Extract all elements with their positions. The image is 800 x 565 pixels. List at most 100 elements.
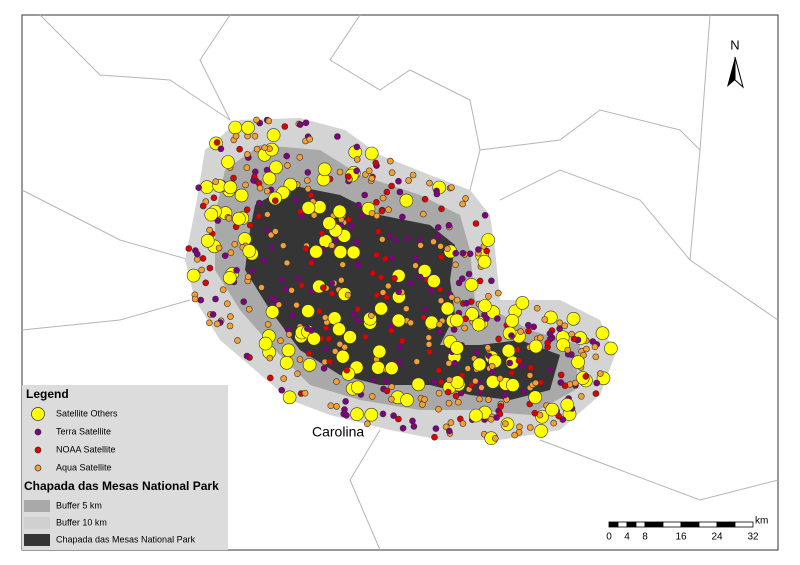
fire-point (233, 266, 240, 274)
fire-point (469, 408, 483, 423)
fire-point (505, 313, 520, 328)
fire-point (381, 255, 389, 263)
fire-point (511, 431, 519, 439)
fire-point (307, 192, 315, 199)
fire-point (409, 417, 416, 425)
fire-point (438, 205, 445, 213)
fire-point (221, 252, 229, 259)
fire-point (227, 313, 234, 320)
fire-point (310, 211, 318, 219)
fire-point (315, 307, 323, 315)
fire-point (534, 424, 548, 438)
fire-point (386, 157, 394, 165)
fire-point (302, 119, 310, 127)
fire-point (392, 236, 400, 243)
fire-point (191, 295, 199, 303)
fire-point (272, 296, 279, 304)
fire-point (283, 152, 291, 160)
fire-point (450, 341, 464, 355)
fire-point (321, 314, 329, 321)
fire-point (452, 392, 460, 400)
fire-point (532, 379, 540, 387)
fire-point (199, 255, 207, 262)
scale-unit: km (755, 516, 768, 527)
fire-point (294, 370, 301, 378)
fire-point (373, 251, 380, 259)
fire-point (262, 171, 277, 186)
fire-point (527, 364, 535, 372)
scale-bar: 0 4 8 16 24 32 km (606, 516, 768, 543)
fire-point (420, 314, 427, 321)
fire-point (350, 407, 364, 422)
legend-swatch (24, 500, 50, 512)
fire-point (206, 264, 214, 272)
fire-point (204, 207, 218, 222)
fire-point (266, 374, 274, 382)
fire-point (268, 243, 275, 251)
fire-point (328, 290, 336, 297)
fire-point (508, 369, 516, 377)
fire-point (571, 379, 579, 387)
fire-point (374, 228, 382, 235)
fire-point (369, 269, 377, 277)
fire-point (350, 380, 365, 395)
fire-point (367, 312, 375, 319)
fire-point (413, 358, 421, 365)
legend-swatch (24, 534, 50, 546)
fire-point (246, 221, 254, 229)
fire-point (261, 144, 269, 151)
fire-point (365, 167, 373, 175)
fire-point (378, 207, 386, 215)
scale-segment (698, 521, 718, 528)
fire-point (494, 289, 502, 297)
fire-point (505, 378, 520, 392)
fire-point (214, 217, 222, 224)
fire-point (296, 121, 304, 128)
fire-point (577, 392, 585, 400)
fire-point (481, 212, 489, 219)
fire-point (485, 292, 492, 300)
fire-point (263, 187, 271, 195)
fire-point (526, 424, 534, 431)
fire-point (334, 133, 341, 140)
legend-symbol (34, 464, 42, 472)
fire-point (447, 419, 455, 426)
north-arrow: N (727, 37, 744, 89)
fire-point (466, 250, 474, 258)
fire-point (342, 398, 349, 405)
fire-point (245, 273, 252, 281)
fire-point (411, 377, 426, 392)
fire-point (421, 396, 428, 403)
fire-point (404, 235, 412, 242)
fire-point (242, 181, 249, 189)
fire-point (416, 236, 424, 243)
fire-point (478, 299, 492, 313)
fire-point (485, 396, 492, 403)
fire-point (405, 177, 412, 184)
fire-point (327, 402, 335, 410)
fire-point (526, 372, 534, 379)
fire-point (395, 359, 403, 366)
fire-point (529, 339, 543, 354)
legend-label: NOAA Satellite (56, 444, 116, 454)
fire-point (525, 327, 532, 335)
fire-point (341, 343, 349, 351)
legend-symbol (31, 407, 45, 421)
fire-point (437, 243, 444, 250)
fire-point (350, 311, 358, 319)
fire-point (198, 266, 205, 274)
fire-point (454, 398, 462, 406)
fire-point (336, 340, 344, 348)
fire-point (285, 331, 293, 338)
legend-label: Chapada das Mesas National Park (56, 534, 196, 544)
fire-point (347, 223, 355, 230)
fire-point (258, 284, 265, 291)
fire-point (372, 344, 387, 359)
fire-point (476, 395, 483, 403)
scale-segment (635, 521, 646, 528)
fire-point (488, 277, 495, 285)
fire-point (278, 386, 286, 394)
fire-point (284, 162, 291, 169)
fire-point (426, 179, 433, 187)
